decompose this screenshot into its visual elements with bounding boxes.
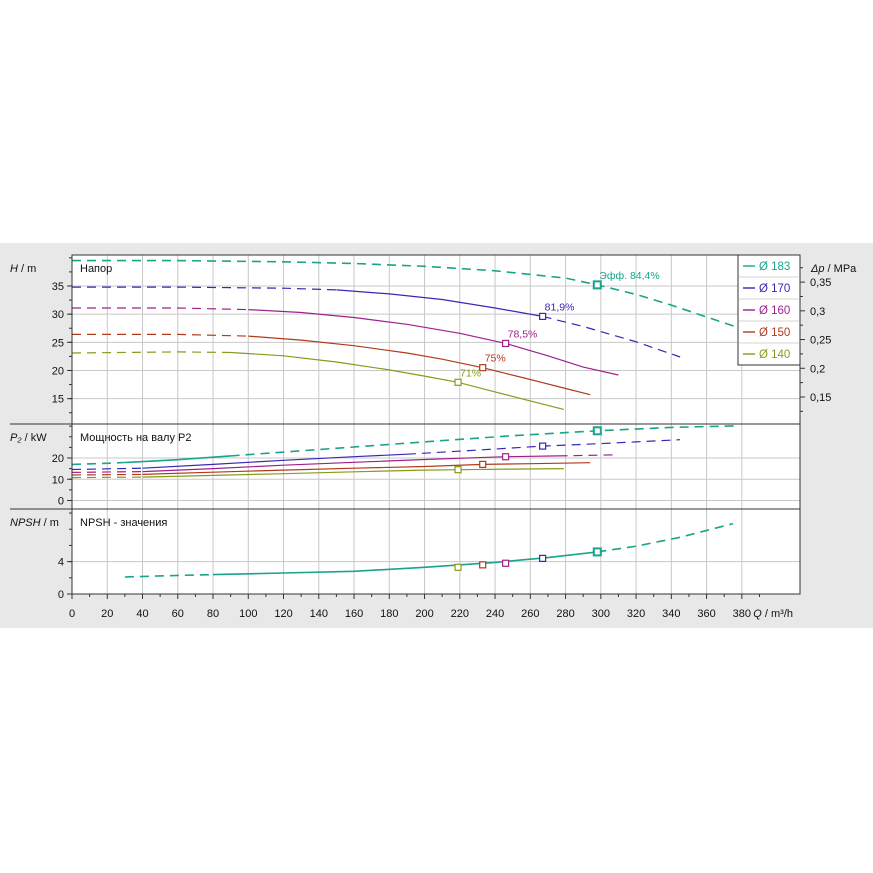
power-axis-label: P₂ / kW: [10, 432, 47, 444]
head-y-tick-label: 30: [52, 309, 64, 321]
power-series-line: [71, 471, 143, 473]
x-tick-label: 300: [592, 608, 610, 620]
npsh-series-line: [124, 573, 214, 578]
head-series-line: [248, 309, 619, 376]
power-series-line: [71, 461, 125, 466]
legend-entry-label: Ø 150: [759, 327, 790, 339]
power-series-line: [71, 473, 143, 476]
head-bep-label: 71%: [460, 367, 481, 379]
x-tick-label: 120: [274, 608, 292, 620]
power-series-line: [71, 476, 143, 479]
x-tick-label: 340: [662, 608, 680, 620]
right-axis-label: Δp / MPa: [810, 263, 857, 275]
x-tick-label: 180: [380, 608, 398, 620]
power-series-line: [230, 425, 735, 457]
x-tick-label: 280: [556, 608, 574, 620]
head-axis-label: H / m: [10, 263, 36, 275]
marker-layer: Эфф. 84,4% 81,9% 78,5% 75% 71%: [454, 270, 660, 571]
npsh-bep-marker: [479, 561, 487, 569]
head-y-tick-label: 15: [52, 394, 64, 406]
head-series-line: [542, 315, 681, 358]
x-tick-label: 260: [521, 608, 539, 620]
series-layer: [71, 259, 778, 578]
head-bep-marker: [539, 312, 547, 321]
head-bep-marker: [479, 364, 487, 372]
x-tick-label: 160: [345, 608, 363, 620]
x-tick-label: 80: [207, 608, 219, 620]
head-series-line: [72, 286, 337, 291]
npsh-bep-marker: [454, 563, 462, 571]
head-series-line: [71, 351, 231, 354]
head-bep-label: 81,9%: [545, 301, 575, 313]
head-series-line: [248, 335, 591, 396]
npsh-series-line: [597, 522, 734, 553]
right-y-tick-label: 0,3: [810, 306, 825, 318]
power-bep-marker: [454, 466, 462, 474]
x-tick-label: 40: [136, 608, 148, 620]
plot-border: [71, 254, 801, 595]
x-tick-label: 20: [101, 608, 113, 620]
right-y-tick-label: 0,2: [810, 363, 825, 375]
x-tick-label: 240: [486, 608, 504, 620]
x-tick-label: 100: [239, 608, 257, 620]
power-panel-title: Мощность на валу P2: [80, 432, 192, 444]
power-series-line: [142, 468, 564, 478]
head-series-line: [72, 307, 249, 311]
x-tick-label: 380: [733, 608, 751, 620]
x-tick-label: 0: [69, 608, 75, 620]
power-y-tick-label: 10: [52, 474, 64, 486]
legend-entry-label: Ø 170: [759, 283, 790, 295]
right-y-tick-label: 0,35: [810, 277, 831, 289]
head-bep-label: Эфф. 84,4%: [599, 270, 659, 282]
x-tick-label: 220: [451, 608, 469, 620]
power-y-tick-label: 0: [58, 496, 64, 508]
x-tick-label: 60: [172, 608, 184, 620]
npsh-series-line: [212, 551, 598, 576]
right-y-tick-label: 0,15: [810, 392, 831, 404]
legend-entry-label: Ø 183: [759, 261, 790, 273]
power-y-tick-label: 20: [52, 453, 64, 465]
npsh-axis-label: NPSH / m: [10, 517, 59, 529]
legend: Ø 183 Ø 170 Ø 160 Ø 150 Ø 140: [737, 254, 801, 366]
head-y-tick-label: 35: [52, 281, 64, 293]
power-bep-marker: [502, 453, 510, 461]
head-series-line: [72, 259, 778, 344]
head-y-tick-label: 25: [52, 337, 64, 349]
head-y-tick-label: 20: [52, 365, 64, 377]
power-series-line: [71, 467, 143, 471]
npsh-bep-marker: [592, 547, 602, 557]
npsh-panel-title: NPSH - значения: [80, 517, 167, 529]
head-bep-marker: [502, 339, 510, 348]
power-series-line: [142, 453, 407, 469]
legend-box: [737, 254, 801, 366]
npsh-bep-marker: [502, 559, 510, 567]
head-panel-title: Напор: [80, 263, 112, 275]
x-tick-label: 320: [627, 608, 645, 620]
x-tick-label: 360: [697, 608, 715, 620]
head-bep-label: 78,5%: [508, 328, 538, 340]
npsh-y-tick-label: 4: [58, 557, 64, 569]
head-series-line: [336, 289, 543, 317]
npsh-bep-marker: [539, 554, 547, 562]
head-series-line: [230, 351, 564, 410]
power-series-line: [142, 462, 591, 475]
x-tick-label: 200: [415, 608, 433, 620]
power-bep-marker: [479, 460, 487, 468]
head-bep-marker: [592, 280, 602, 290]
head-bep-label: 75%: [485, 353, 506, 365]
axes-layer: 0 20 40 60 80 100 120 140 160 180 200 220 240 260 280 3…: [10, 254, 857, 620]
head-series-line: [72, 333, 249, 337]
power-bep-marker: [539, 442, 547, 450]
power-series-line: [558, 454, 619, 457]
right-y-tick-label: 0,25: [810, 335, 831, 347]
power-series-line: [124, 455, 231, 464]
head-bep-marker: [454, 378, 462, 386]
x-axis-label: Q / m³/h: [753, 608, 793, 620]
legend-entry-label: Ø 140: [759, 349, 790, 361]
legend-entry-label: Ø 160: [759, 305, 790, 317]
npsh-y-tick-label: 0: [58, 589, 64, 601]
power-bep-marker: [592, 426, 602, 436]
x-tick-label: 140: [310, 608, 328, 620]
